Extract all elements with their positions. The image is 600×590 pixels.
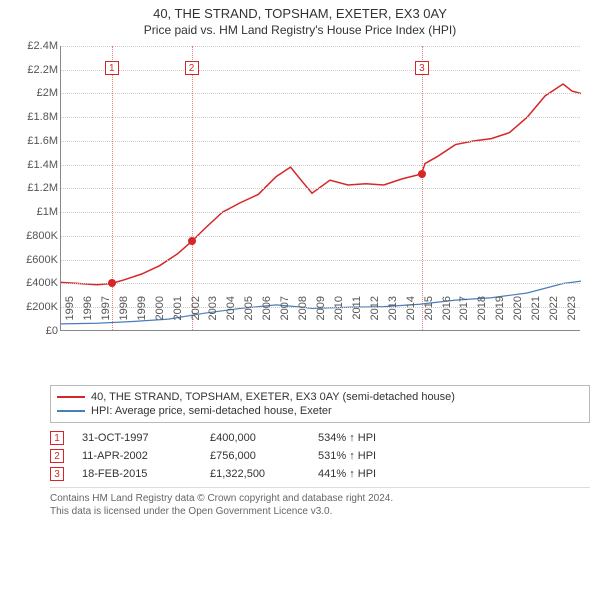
x-axis-label: 2020 xyxy=(512,296,524,336)
series-line xyxy=(61,84,581,285)
x-axis-label: 2018 xyxy=(476,296,488,336)
legend-label: 40, THE STRAND, TOPSHAM, EXETER, EX3 0AY… xyxy=(91,391,455,403)
gridline-h xyxy=(61,212,580,213)
x-axis-label: 2000 xyxy=(154,296,166,336)
x-axis-label: 2019 xyxy=(494,296,506,336)
x-axis-label: 2021 xyxy=(530,296,542,336)
sale-marker-box: 1 xyxy=(105,61,119,75)
sales-row: 3 18-FEB-2015 £1,322,500 441% ↑ HPI xyxy=(50,465,590,483)
sale-marker-dot xyxy=(418,170,426,178)
x-axis-label: 1995 xyxy=(64,296,76,336)
sales-pct: 534% ↑ HPI xyxy=(318,432,408,444)
x-axis-label: 2015 xyxy=(423,296,435,336)
x-axis-label: 1999 xyxy=(136,296,148,336)
sales-marker-box: 3 xyxy=(50,467,64,481)
sales-price: £400,000 xyxy=(210,432,300,444)
legend-swatch xyxy=(57,410,85,412)
x-axis-label: 2007 xyxy=(279,296,291,336)
sales-date: 31-OCT-1997 xyxy=(82,432,192,444)
legend-row: HPI: Average price, semi-detached house,… xyxy=(57,404,583,418)
y-axis-label: £200K xyxy=(26,301,58,313)
x-axis-label: 2012 xyxy=(369,296,381,336)
y-axis-label: £0 xyxy=(46,325,58,337)
sales-price: £1,322,500 xyxy=(210,468,300,480)
y-axis-label: £1.4M xyxy=(27,159,58,171)
y-axis-label: £600K xyxy=(26,254,58,266)
x-axis-label: 2001 xyxy=(172,296,184,336)
x-axis-label: 2014 xyxy=(405,296,417,336)
sales-date: 18-FEB-2015 xyxy=(82,468,192,480)
chart-container: 40, THE STRAND, TOPSHAM, EXETER, EX3 0AY… xyxy=(0,0,600,590)
x-axis-label: 2017 xyxy=(458,296,470,336)
sales-pct: 441% ↑ HPI xyxy=(318,468,408,480)
x-axis-label: 1997 xyxy=(100,296,112,336)
sales-price: £756,000 xyxy=(210,450,300,462)
gridline-h xyxy=(61,260,580,261)
gridline-h xyxy=(61,188,580,189)
sale-marker-dot xyxy=(188,237,196,245)
legend: 40, THE STRAND, TOPSHAM, EXETER, EX3 0AY… xyxy=(50,385,590,423)
gridline-h xyxy=(61,117,580,118)
x-axis-label: 2009 xyxy=(315,296,327,336)
sales-row: 1 31-OCT-1997 £400,000 534% ↑ HPI xyxy=(50,429,590,447)
x-axis-label: 2013 xyxy=(387,296,399,336)
gridline-h xyxy=(61,70,580,71)
y-axis-label: £1M xyxy=(37,206,58,218)
sales-date: 11-APR-2002 xyxy=(82,450,192,462)
gridline-h xyxy=(61,46,580,47)
chart-subtitle: Price paid vs. HM Land Registry's House … xyxy=(0,23,600,41)
sale-marker-line xyxy=(422,46,423,330)
x-axis-label: 1998 xyxy=(118,296,130,336)
sales-table: 1 31-OCT-1997 £400,000 534% ↑ HPI 2 11-APR-20… xyxy=(50,429,590,483)
sales-marker-box: 1 xyxy=(50,431,64,445)
gridline-h xyxy=(61,236,580,237)
gridline-h xyxy=(61,165,580,166)
x-axis-label: 1996 xyxy=(82,296,94,336)
x-axis-label: 2008 xyxy=(297,296,309,336)
y-axis-label: £2M xyxy=(37,87,58,99)
x-axis-label: 2010 xyxy=(333,296,345,336)
x-axis-label: 2006 xyxy=(261,296,273,336)
x-axis-label: 2022 xyxy=(548,296,560,336)
legend-row: 40, THE STRAND, TOPSHAM, EXETER, EX3 0AY… xyxy=(57,390,583,404)
x-axis-label: 2005 xyxy=(243,296,255,336)
x-axis-label: 2011 xyxy=(351,296,363,336)
legend-swatch xyxy=(57,396,85,398)
legend-label: HPI: Average price, semi-detached house,… xyxy=(91,405,332,417)
chart-title: 40, THE STRAND, TOPSHAM, EXETER, EX3 0AY xyxy=(0,0,600,23)
footer-line-1: Contains HM Land Registry data © Crown c… xyxy=(50,492,590,505)
y-axis-label: £1.8M xyxy=(27,111,58,123)
footer-line-2: This data is licensed under the Open Gov… xyxy=(50,505,590,518)
y-axis-label: £2.2M xyxy=(27,64,58,76)
sale-marker-dot xyxy=(108,279,116,287)
gridline-h xyxy=(61,93,580,94)
x-axis-label: 2002 xyxy=(190,296,202,336)
y-axis-label: £800K xyxy=(26,230,58,242)
x-axis-label: 2004 xyxy=(225,296,237,336)
sales-row: 2 11-APR-2002 £756,000 531% ↑ HPI xyxy=(50,447,590,465)
plot-region: 1 2 3 xyxy=(60,46,580,331)
sales-pct: 531% ↑ HPI xyxy=(318,450,408,462)
gridline-h xyxy=(61,141,580,142)
sales-marker-box: 2 xyxy=(50,449,64,463)
y-axis-label: £2.4M xyxy=(27,40,58,52)
footer: Contains HM Land Registry data © Crown c… xyxy=(50,487,590,518)
x-axis-label: 2016 xyxy=(441,296,453,336)
chart-area: 1 2 3 £0 £200K £400K £600K £800K £1M £1.2M £1.4M £… xyxy=(10,41,590,381)
y-axis-label: £1.6M xyxy=(27,135,58,147)
x-axis-label: 2023 xyxy=(566,296,578,336)
y-axis-label: £400K xyxy=(26,277,58,289)
sale-marker-box: 2 xyxy=(185,61,199,75)
y-axis-label: £1.2M xyxy=(27,182,58,194)
sale-marker-box: 3 xyxy=(415,61,429,75)
sale-marker-line xyxy=(192,46,193,330)
x-axis-label: 2003 xyxy=(207,296,219,336)
gridline-h xyxy=(61,283,580,284)
